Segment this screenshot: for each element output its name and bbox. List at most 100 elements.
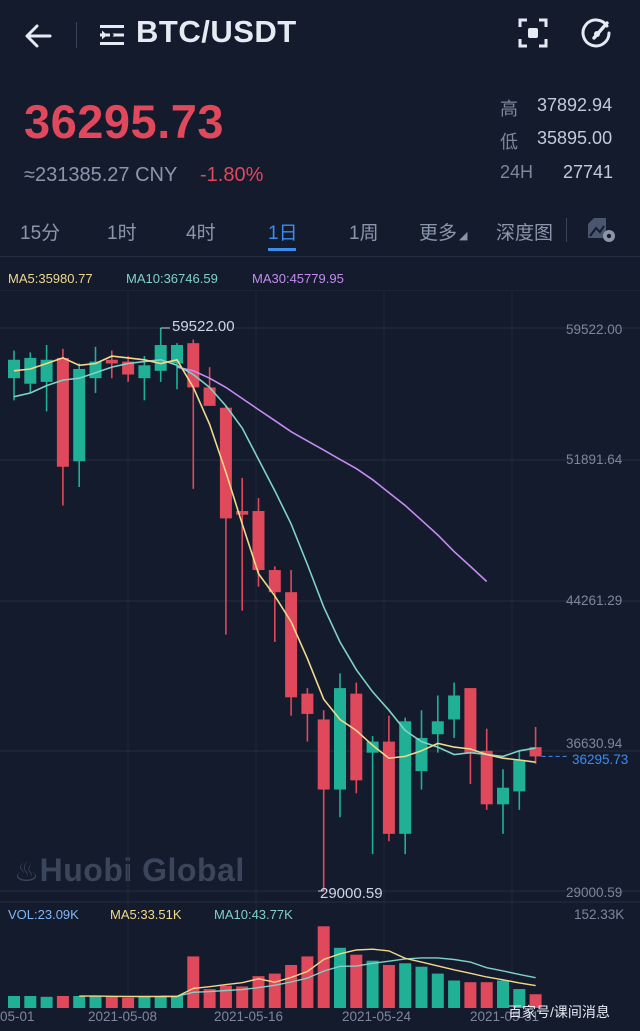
high-value: 37892.94 bbox=[537, 95, 613, 115]
tab-1d[interactable]: 1日 bbox=[268, 223, 298, 244]
candle-body bbox=[513, 760, 526, 792]
x-label-4: 2021-05-24 bbox=[342, 1009, 412, 1024]
interval-tabs: 15分 1时 4时 1日 1周 更多 ◢ 深度图 bbox=[0, 208, 640, 254]
ma30-line bbox=[176, 366, 488, 583]
vol-ma5-indicator: MA5:33.51K bbox=[110, 907, 182, 922]
chart-settings-icon[interactable] bbox=[586, 214, 618, 244]
candle-body bbox=[105, 359, 118, 364]
scan-icon[interactable] bbox=[516, 16, 550, 50]
volume-bar bbox=[497, 980, 509, 1008]
volume-bar bbox=[399, 963, 412, 1008]
volume-bar bbox=[8, 995, 20, 1008]
source-credit: 百家号/课间消息 bbox=[508, 1004, 610, 1020]
volume-bar bbox=[382, 965, 395, 1008]
volume-bar bbox=[513, 989, 526, 1008]
y-label-3: 44261.29 bbox=[566, 593, 623, 608]
volume-bar bbox=[105, 996, 118, 1008]
favorite-icon[interactable] bbox=[580, 16, 614, 50]
vol-max-label: 152.33K bbox=[574, 907, 625, 922]
tab-depth[interactable]: 深度图 bbox=[496, 223, 554, 244]
last-price: 36295.73 bbox=[24, 95, 225, 148]
candle-body bbox=[171, 345, 183, 364]
active-tab-indicator bbox=[268, 248, 296, 251]
low-label: 低 bbox=[500, 132, 518, 152]
max-price-marker: 59522.00 bbox=[172, 318, 235, 335]
volume-bar bbox=[448, 980, 461, 1008]
volume-bar bbox=[317, 926, 330, 1008]
volume-bar bbox=[122, 997, 135, 1008]
tabs-bottom-border bbox=[0, 256, 640, 257]
volume-bar bbox=[56, 995, 69, 1008]
y-label-2: 51891.64 bbox=[566, 452, 623, 467]
candle-body bbox=[448, 695, 461, 720]
min-price-marker: 29000.59 bbox=[320, 885, 383, 902]
caret-down-icon: ◢ bbox=[459, 230, 468, 242]
x-label-3: 2021-05-16 bbox=[214, 1009, 284, 1024]
volume-bar bbox=[40, 996, 53, 1008]
candle-body bbox=[399, 721, 412, 834]
header-divider bbox=[76, 22, 77, 48]
candle-body bbox=[415, 737, 428, 772]
vol-ma10-line bbox=[160, 957, 536, 997]
current-price-label: 36295.73 bbox=[572, 752, 629, 767]
volume-bar bbox=[219, 985, 232, 1008]
tab-4h[interactable]: 4时 bbox=[186, 223, 216, 244]
volume-bar bbox=[73, 995, 86, 1008]
candle-body bbox=[285, 592, 298, 698]
volume-bar bbox=[301, 956, 314, 1008]
vol-24h-value: 27741 bbox=[563, 162, 614, 182]
candle-body bbox=[529, 747, 542, 757]
volume-bar bbox=[529, 994, 542, 1008]
volume-bar bbox=[154, 995, 167, 1008]
vol-ma10-indicator: MA10:43.77K bbox=[214, 907, 293, 922]
candle-body bbox=[366, 741, 379, 753]
candle-body bbox=[236, 511, 249, 515]
volume-bar bbox=[89, 995, 102, 1008]
volume-bar bbox=[24, 995, 37, 1008]
volume-bar bbox=[480, 982, 493, 1008]
volume-bar bbox=[285, 965, 298, 1008]
candle-body bbox=[219, 407, 232, 519]
candlestick-chart[interactable] bbox=[0, 290, 640, 1010]
volume-bar bbox=[203, 989, 216, 1008]
ma10-line bbox=[13, 358, 536, 758]
tab-1w[interactable]: 1周 bbox=[349, 223, 379, 244]
vol-ma5-line bbox=[79, 948, 536, 998]
pair-title[interactable]: BTC/USDT bbox=[136, 14, 297, 49]
volume-bar bbox=[187, 956, 200, 1008]
tab-15m[interactable]: 15分 bbox=[20, 223, 61, 244]
huobi-watermark: ♨Huobi Global bbox=[14, 852, 245, 889]
y-label-1: 59522.00 bbox=[566, 322, 623, 337]
watermark-text: Huobi Global bbox=[39, 852, 245, 888]
x-label-1: 05-01 bbox=[0, 1009, 35, 1024]
candle-body bbox=[8, 359, 20, 379]
candle-body bbox=[268, 570, 281, 593]
volume-bar bbox=[171, 995, 183, 1008]
tab-more[interactable]: 更多 ◢ bbox=[419, 218, 467, 245]
pair-switch-icon[interactable] bbox=[98, 20, 128, 50]
ma30-indicator: MA30:45779.95 bbox=[252, 271, 344, 286]
candle-body bbox=[203, 387, 216, 406]
back-arrow-icon[interactable] bbox=[20, 18, 56, 54]
volume-bar bbox=[138, 995, 151, 1008]
x-label-2: 2021-05-08 bbox=[88, 1009, 158, 1024]
cny-price: ≈231385.27 CNY bbox=[24, 164, 178, 186]
candle-body bbox=[317, 719, 330, 790]
candle-body bbox=[138, 365, 151, 379]
tabs-divider bbox=[566, 218, 567, 242]
tab-1h[interactable]: 1时 bbox=[107, 223, 137, 244]
volume-bar bbox=[268, 973, 281, 1008]
huobi-flame-icon: ♨ bbox=[14, 856, 40, 887]
y-label-5: 29000.59 bbox=[566, 885, 623, 900]
vol-indicator: VOL:23.09K bbox=[8, 907, 79, 922]
ma5-line bbox=[13, 355, 536, 763]
candle-body bbox=[382, 741, 395, 834]
tab-more-label: 更多 bbox=[419, 223, 458, 244]
candle-body bbox=[350, 693, 363, 781]
candle-body bbox=[73, 368, 86, 462]
volume-bar bbox=[415, 966, 428, 1008]
candle-body bbox=[252, 511, 265, 571]
candle-body bbox=[24, 357, 37, 384]
volume-bar bbox=[350, 954, 363, 1008]
candle-body bbox=[480, 750, 493, 805]
